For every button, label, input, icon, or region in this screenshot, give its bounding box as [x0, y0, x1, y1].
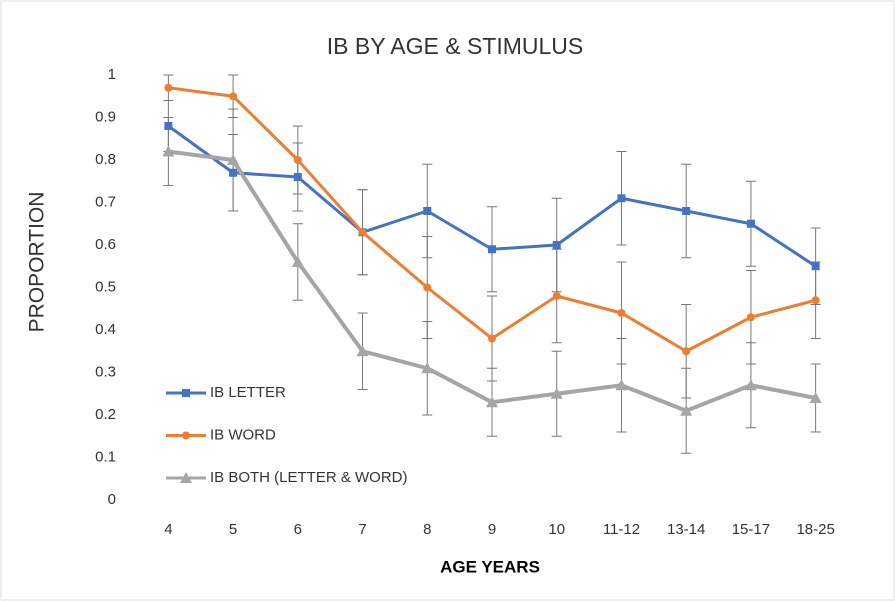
marker: [293, 173, 302, 181]
marker: [227, 154, 240, 165]
marker: [162, 145, 175, 157]
marker: [423, 207, 432, 215]
marker: [421, 362, 434, 374]
marker: [809, 392, 822, 403]
marker: [617, 309, 626, 317]
legend-label: IB WORD: [210, 426, 276, 443]
marker: [746, 313, 755, 322]
marker: [358, 228, 367, 237]
marker: [180, 472, 192, 483]
marker: [486, 396, 498, 408]
marker: [615, 379, 628, 391]
y-tick-label: 0.8: [95, 151, 116, 168]
marker: [182, 431, 190, 440]
marker: [680, 404, 693, 416]
marker: [293, 156, 302, 164]
y-tick-label: 0.2: [95, 406, 116, 423]
marker: [488, 334, 496, 343]
x-tick-label: 18-25: [796, 521, 834, 538]
y-tick-label: 0.1: [95, 448, 116, 465]
marker: [746, 219, 755, 228]
y-tick-label: 0.5: [95, 278, 116, 295]
marker: [423, 283, 432, 292]
x-axis-label: AGE YEARS: [440, 557, 540, 576]
marker: [229, 92, 238, 101]
legend-label: IB BOTH (LETTER & WORD): [210, 469, 408, 486]
marker: [164, 83, 173, 92]
marker: [356, 345, 369, 357]
y-tick-label: 0: [108, 491, 116, 508]
x-tick-label: 11-12: [603, 521, 640, 538]
marker: [182, 389, 190, 397]
x-tick-label: 6: [294, 521, 302, 538]
y-axis-label: PROPORTION: [26, 192, 49, 333]
y-tick-label: 0.7: [95, 193, 116, 210]
y-tick-label: 1: [108, 66, 116, 83]
x-tick-label: 7: [358, 521, 366, 538]
chart-title: IB BY AGE & STIMULUS: [327, 33, 584, 59]
y-tick-label: 0.9: [95, 108, 116, 125]
marker: [682, 347, 691, 356]
y-tick-label: 0.3: [95, 363, 116, 380]
x-tick-label: 8: [423, 521, 431, 538]
marker: [552, 241, 561, 249]
marker: [552, 292, 561, 300]
y-tick-label: 0.6: [95, 236, 116, 253]
marker: [617, 194, 626, 203]
marker: [291, 256, 304, 267]
marker: [811, 262, 820, 271]
y-tick-label: 0.4: [95, 321, 116, 338]
x-tick-label: 13-14: [667, 521, 705, 538]
x-tick-label: 15-17: [732, 521, 770, 538]
marker: [164, 122, 173, 130]
marker: [229, 168, 238, 177]
marker: [682, 207, 691, 215]
marker: [488, 245, 496, 254]
marker: [811, 296, 820, 305]
legend-label: IB LETTER: [210, 384, 286, 401]
marker: [550, 387, 563, 399]
x-tick-label: 5: [229, 521, 237, 538]
x-tick-label: 9: [488, 521, 496, 538]
x-tick-label: 4: [164, 521, 172, 538]
x-tick-label: 10: [548, 521, 565, 538]
marker: [744, 379, 757, 391]
